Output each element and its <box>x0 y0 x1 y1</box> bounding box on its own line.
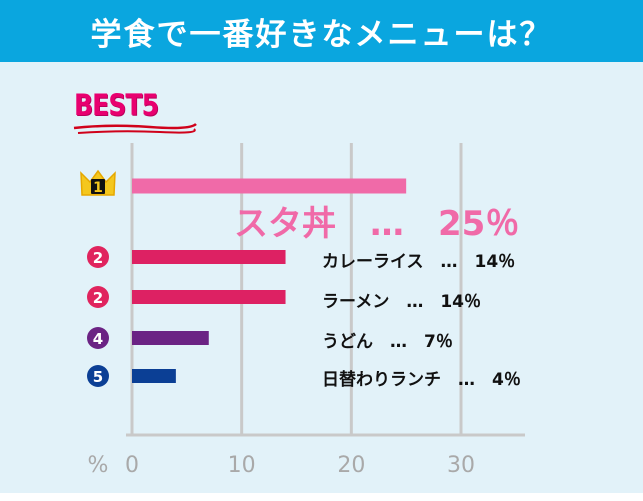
x-tick-label: 0 <box>125 453 139 478</box>
best5-underline <box>73 122 197 134</box>
rank-number: 2 <box>93 289 103 307</box>
chart-panel <box>0 62 643 493</box>
x-axis-ticks: % 0 10 20 30 <box>88 453 475 478</box>
best5-badge: BEST5 <box>74 88 159 122</box>
rank-icons: 1 2 2 4 5 <box>80 169 116 387</box>
rank-number: 2 <box>93 249 103 267</box>
rank-circle <box>87 286 109 308</box>
bar <box>132 290 286 304</box>
data-label: カレーライス … 14％ <box>322 252 516 272</box>
rank-number: 1 <box>93 180 103 196</box>
bar <box>132 178 407 194</box>
page-title: 学食で一番好きなメニューは？ <box>0 0 643 62</box>
x-tick-label: 30 <box>447 453 475 478</box>
data-label: ラーメン … 14％ <box>322 292 481 312</box>
x-tick-label: 20 <box>337 453 365 478</box>
chart-bars <box>132 178 407 383</box>
badge-underline-stroke <box>77 128 196 134</box>
crown-rank-box <box>91 179 105 194</box>
data-label: 日替わりランチ … 4％ <box>322 370 521 390</box>
x-tick-label: 10 <box>228 453 256 478</box>
crown-icon: 1 <box>80 169 116 196</box>
rank-circle <box>87 246 109 268</box>
x-axis-label: % <box>88 453 109 478</box>
bar <box>132 369 176 383</box>
bar <box>132 250 286 264</box>
rank-circle <box>87 365 109 387</box>
badge-underline-stroke <box>73 122 197 130</box>
data-label: スタ丼 … 25％ <box>234 204 520 244</box>
rank-number: 4 <box>93 330 103 348</box>
rank-number: 5 <box>93 368 103 386</box>
rank-circle <box>87 327 109 349</box>
data-label: うどん … 7％ <box>322 332 453 352</box>
bar <box>132 331 209 345</box>
